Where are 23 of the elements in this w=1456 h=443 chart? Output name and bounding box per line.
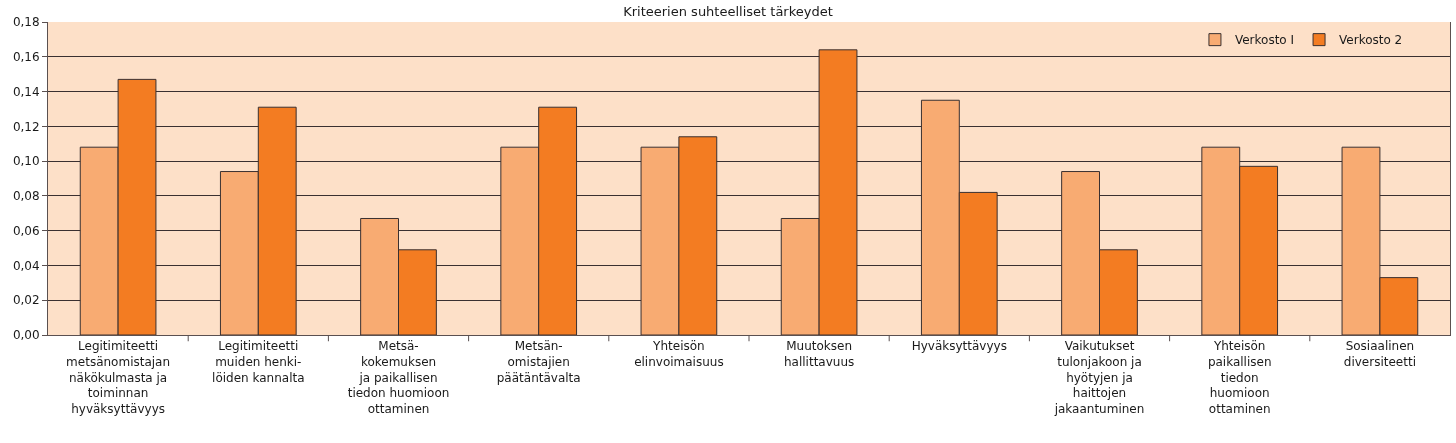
- x-tick-label: Yhteisön elinvoimaisuus: [634, 339, 724, 369]
- y-tick-label: 0,10: [12, 154, 40, 169]
- chart-title: Kriteerien suhteelliset tärkeydet: [623, 3, 833, 19]
- y-tick-label: 0,00: [12, 328, 40, 343]
- legend-label: Verkosto I: [1234, 33, 1295, 48]
- y-tick-label: 0,12: [12, 119, 40, 134]
- y-tick-label: 0,14: [12, 84, 40, 99]
- x-tick-label: Metsän- omistajien päätäntävalta: [496, 339, 581, 385]
- x-tick-label: Metsä- kokemuksen ja paikallisen tiedon huomioon ottaminen: [347, 339, 450, 416]
- x-tick-label: Yhteisön paikallisen tiedon huomioon ottaminen: [1207, 339, 1272, 416]
- y-tick-label: 0,18: [12, 15, 40, 30]
- y-tick-label: 0,08: [12, 189, 40, 204]
- x-tick-label: Hyväksyttävyys: [911, 339, 1007, 354]
- y-tick-label: 0,04: [12, 258, 40, 273]
- y-tick-label: 0,06: [12, 223, 40, 238]
- x-tick-label: Legitimiteetti metsänomistajan näkökulmasta ja toiminnan hyväksyttävyys: [66, 339, 171, 416]
- x-tick-label: Vaikutukset tulonjakoon ja hyötyjen ja haittojen jakaantuminen: [1053, 339, 1145, 416]
- y-tick-label: 0,02: [12, 293, 40, 308]
- y-tick-label: 0,16: [12, 49, 40, 64]
- x-tick-label: Legitimiteetti muiden henki- löiden kannalta: [212, 339, 305, 385]
- x-tick-label: Sosiaalinen diversiteetti: [1343, 339, 1416, 369]
- x-tick-label: Muutoksen hallittavuus: [783, 339, 855, 369]
- legend-label: Verkosto 2: [1339, 33, 1403, 48]
